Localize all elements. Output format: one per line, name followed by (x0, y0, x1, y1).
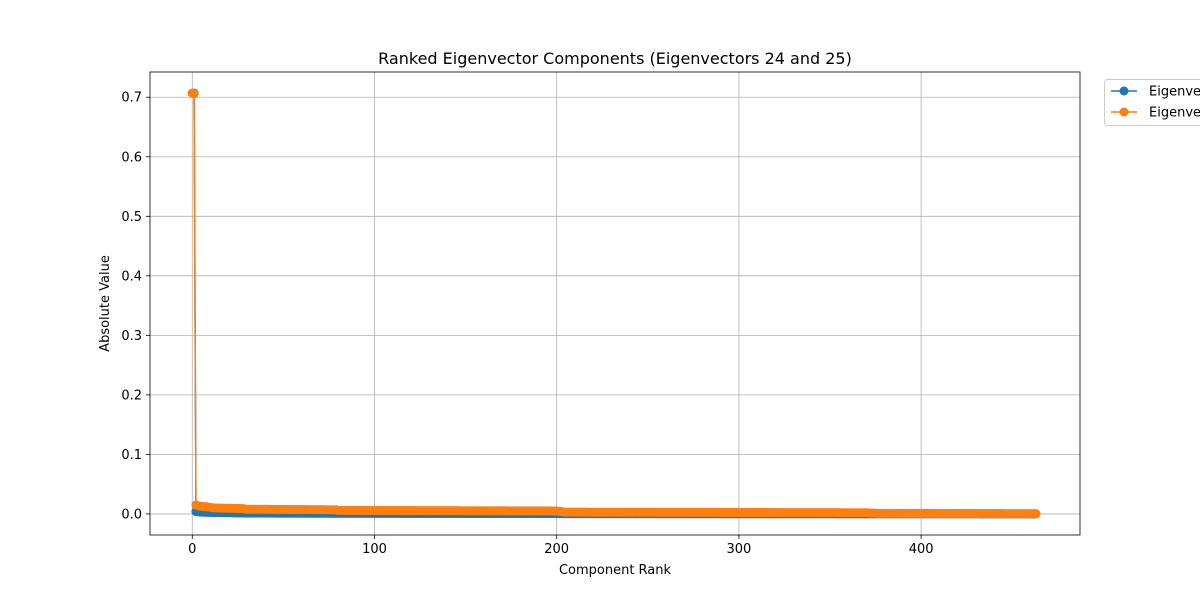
legend-marker (1119, 107, 1129, 117)
grid (150, 72, 1080, 535)
legend-label: Eigenve (1149, 106, 1200, 121)
series-2 (187, 88, 1041, 519)
y-axis-ticks: 0.0 0.1 0.2 0.3 0.4 0.5 0.6 0.7 (121, 91, 150, 522)
series-layer (187, 88, 1041, 519)
y-tick-label: 0.7 (121, 91, 142, 106)
y-tick-label: 0.6 (121, 150, 142, 165)
series-line (192, 92, 1036, 515)
x-tick-label: 400 (909, 542, 934, 557)
y-tick-label: 0.3 (121, 329, 142, 344)
series-1 (187, 88, 1041, 519)
y-tick-label: 0.0 (121, 507, 142, 522)
x-tick-label: 300 (726, 542, 751, 557)
legend-marker (1119, 86, 1129, 96)
x-axis-label: Component Rank (559, 563, 672, 578)
data-point (1031, 509, 1041, 519)
series-line (192, 92, 1036, 515)
plot-frame (149, 71, 1081, 536)
y-axis-label: Absolute Value (98, 255, 113, 352)
x-tick-label: 0 (188, 542, 196, 557)
y-tick-label: 0.5 (121, 210, 142, 225)
legend-label: Eigenvec (1149, 85, 1200, 100)
chart-title: Ranked Eigenvector Components (Eigenvect… (378, 49, 852, 68)
y-tick-label: 0.2 (121, 388, 142, 403)
legend: Eigenvec Eigenve (1104, 79, 1200, 126)
y-tick-label: 0.1 (121, 448, 142, 463)
data-point (189, 89, 199, 99)
x-tick-label: 100 (362, 542, 387, 557)
x-tick-label: 200 (544, 542, 569, 557)
y-tick-label: 0.4 (121, 269, 142, 284)
x-axis-ticks: 0 100 200 300 400 (188, 535, 934, 557)
